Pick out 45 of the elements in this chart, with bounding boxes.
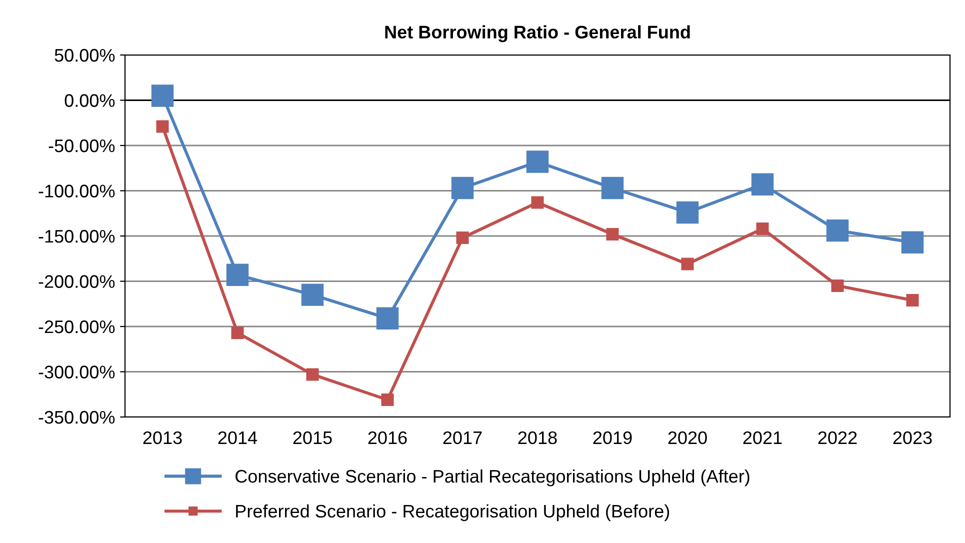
point	[606, 228, 619, 240]
point	[381, 394, 394, 406]
x-tick-label: 2020	[668, 431, 707, 444]
y-tick-label: -250.00%	[38, 320, 115, 334]
x-tick-label: 2023	[893, 431, 932, 444]
point	[226, 264, 249, 286]
legend-label: Conservative Scenario - Partial Recategorisations Upheld (After)	[236, 469, 750, 486]
x-tick-label: 2014	[218, 431, 258, 444]
point	[906, 294, 919, 307]
point	[826, 219, 849, 242]
y-tick-label: -100.00%	[38, 184, 115, 198]
point	[156, 120, 169, 133]
point	[751, 173, 774, 196]
legend-label: Preferred Scenario - Recategorisation Upheld (Before)	[236, 504, 670, 522]
point	[676, 201, 699, 224]
point	[231, 326, 244, 340]
y-tick-label: -300.00%	[38, 366, 115, 378]
x-tick-label: 2018	[518, 431, 557, 444]
point	[901, 231, 924, 254]
point	[456, 232, 469, 244]
y-tick-label: 0.00%	[64, 94, 115, 107]
y-tick-label: -150.00%	[38, 230, 115, 243]
y-tick-label: -50.00%	[48, 139, 115, 152]
x-tick-label: 2013	[143, 431, 182, 444]
x-tick-label: 2019	[593, 431, 632, 444]
y-tick-label: -350.00%	[38, 410, 115, 424]
point	[756, 222, 769, 236]
x-tick-label: 2022	[818, 431, 857, 444]
point	[151, 84, 174, 107]
x-tick-label: 2015	[293, 431, 332, 444]
point	[531, 196, 544, 209]
x-tick-label: 2017	[443, 431, 482, 444]
point	[376, 307, 399, 330]
point	[831, 280, 844, 292]
point	[601, 176, 624, 200]
point	[526, 150, 549, 173]
y-tick-label: 50.00%	[54, 48, 115, 62]
x-tick-label: 2021	[743, 431, 782, 444]
x-tick-label: 2016	[368, 431, 407, 444]
point	[681, 258, 694, 270]
point	[306, 368, 319, 381]
chart-title: Net Borrowing Ratio - General Fund	[385, 25, 690, 42]
y-tick-label: -200.00%	[38, 275, 115, 288]
point	[301, 284, 324, 306]
point	[451, 176, 474, 200]
